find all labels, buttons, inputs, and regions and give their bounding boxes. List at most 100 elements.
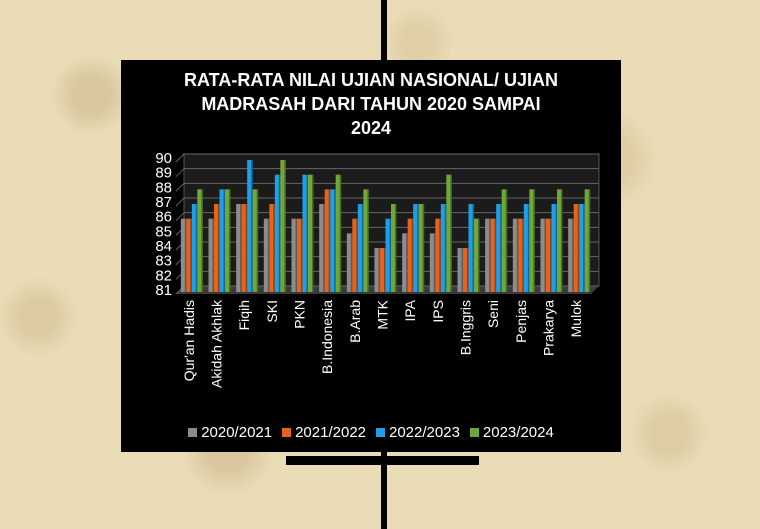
chart-title-line-2: MADRASAH DARI TAHUN 2020 SAMPAI <box>201 94 541 114</box>
bar <box>429 233 436 292</box>
bar <box>236 204 242 292</box>
bar-shade <box>201 189 203 292</box>
legend-item: 2020/2021 <box>188 424 272 441</box>
bar-shade <box>505 189 508 292</box>
bar-shade <box>439 218 441 292</box>
legend-swatch <box>469 428 479 437</box>
bar <box>263 218 270 292</box>
bar <box>512 218 519 292</box>
bar-shade <box>267 218 270 292</box>
bar <box>463 248 469 292</box>
y-tick-label: 83 <box>155 253 172 270</box>
bar <box>335 174 342 292</box>
y-tick-label: 88 <box>155 179 172 196</box>
bar <box>440 204 447 292</box>
legend-label: 2020/2021 <box>201 424 273 441</box>
bar-shade <box>461 248 463 292</box>
bar <box>208 218 214 292</box>
bar <box>468 204 474 292</box>
bar <box>291 218 297 292</box>
y-tick-label: 90 <box>155 150 172 167</box>
bar-shade <box>256 189 259 292</box>
bar-shade <box>273 204 275 292</box>
bar <box>252 189 259 292</box>
bar-shade <box>527 204 530 292</box>
bar <box>391 204 397 292</box>
bar-shade <box>223 189 225 292</box>
divider-bar <box>286 456 479 465</box>
bar-shade <box>384 248 386 292</box>
bar-shade <box>417 204 419 292</box>
bar <box>457 248 463 292</box>
bar <box>297 218 303 292</box>
bar-shade <box>522 218 524 292</box>
bar <box>380 248 386 292</box>
y-tick-label: 85 <box>155 223 172 240</box>
chart-legend: 2020/2021 2021/2022 2022/2023 2023/2024 <box>121 424 621 441</box>
x-tick-label: MTK <box>375 299 391 329</box>
bar-shade <box>472 204 474 292</box>
bar <box>407 218 414 292</box>
gridline-depth <box>175 212 185 222</box>
bar <box>573 204 580 292</box>
x-tick-label: SKI <box>264 300 280 323</box>
bar <box>319 204 325 292</box>
x-tick-label: IPS <box>430 300 446 323</box>
x-tick-label: B.Inggris <box>458 300 474 355</box>
bar <box>551 204 557 292</box>
bar <box>197 189 203 292</box>
x-tick-label: B.Arab <box>347 300 363 343</box>
bar <box>330 189 336 292</box>
legend-label: 2023/2024 <box>482 424 554 441</box>
y-tick-label: 86 <box>155 209 172 226</box>
bar <box>568 218 574 292</box>
bar-shade <box>555 204 557 292</box>
chart-title-line-1: RATA-RATA NILAI UJIAN NASIONAL/ UJIAN <box>184 70 558 90</box>
bar <box>529 189 535 292</box>
bar-shade <box>251 160 253 292</box>
bar-shade <box>583 204 585 292</box>
bar-shade <box>328 189 331 292</box>
bar-shade <box>516 218 519 292</box>
bar-shade <box>494 218 497 292</box>
legend-swatch <box>376 428 385 437</box>
bar <box>225 189 231 292</box>
bar <box>346 233 353 292</box>
legend-item: 2021/2022 <box>282 424 366 441</box>
bar-shade <box>500 204 502 292</box>
x-tick-label: PKN <box>292 300 308 329</box>
bar <box>324 189 331 292</box>
gridline-depth <box>175 197 185 207</box>
bar-shade <box>245 204 248 292</box>
bar <box>280 160 286 292</box>
bar-shade <box>467 248 469 292</box>
y-tick-label: 84 <box>155 238 172 255</box>
bar-shade <box>212 218 214 292</box>
y-tick-label: 87 <box>155 194 172 211</box>
bar-shade <box>406 233 408 292</box>
bar-shade <box>284 160 286 292</box>
bar <box>180 218 187 292</box>
bar-shade <box>295 218 297 292</box>
bar <box>402 233 408 292</box>
bar-shade <box>350 233 353 292</box>
bar <box>385 218 391 292</box>
legend-swatch <box>188 428 198 437</box>
bar <box>474 218 480 292</box>
bar-shade <box>356 218 358 292</box>
y-tick-label: 82 <box>155 267 172 284</box>
y-tick-label: 81 <box>155 282 172 299</box>
bar <box>490 218 497 292</box>
bar <box>496 204 502 292</box>
bar-shade <box>533 189 535 292</box>
bar-shade <box>240 204 242 292</box>
bar <box>363 189 369 292</box>
bar-shade <box>184 218 187 292</box>
bar <box>485 218 491 292</box>
bar-shade <box>190 218 192 292</box>
bar-shade <box>572 218 574 292</box>
legend-item: 2023/2024 <box>469 424 554 441</box>
bar-shade <box>411 218 414 292</box>
bar-shade <box>544 218 546 292</box>
